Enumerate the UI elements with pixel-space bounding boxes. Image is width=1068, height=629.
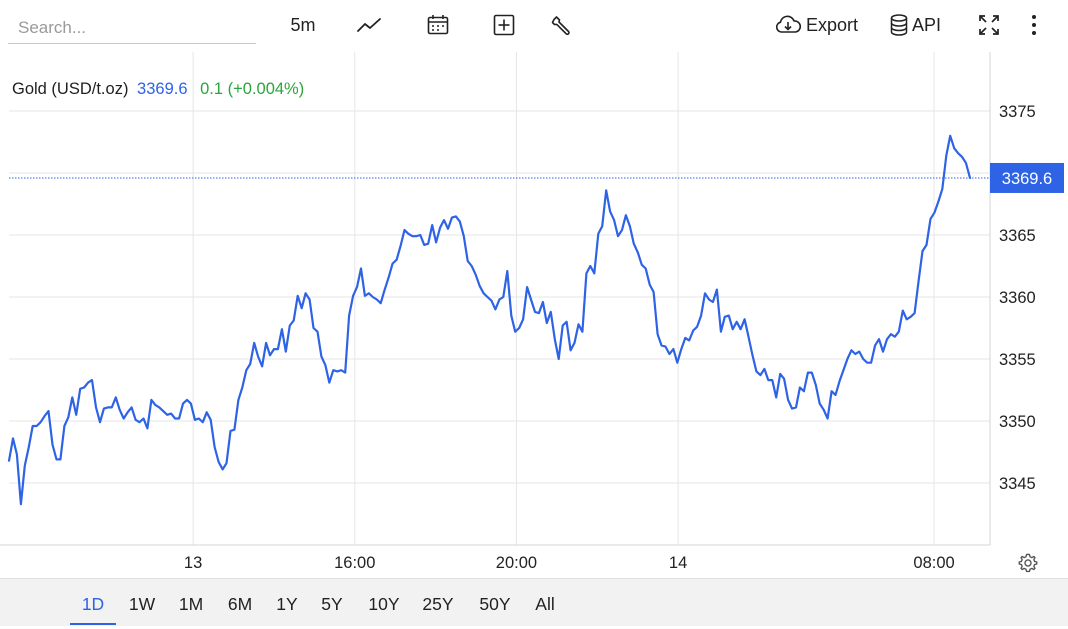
interval-label: 5m [290, 14, 316, 35]
interval-button[interactable]: 5m [283, 8, 323, 42]
range-selector: 1D 1W 1M 6M 1Y 5Y 10Y 25Y 50Y All [0, 578, 1068, 626]
gear-icon [1018, 553, 1038, 573]
y-tick-label: 3360 [999, 289, 1036, 307]
legend-change: 0.1 (+0.004%) [200, 80, 305, 98]
last-price-badge [990, 162, 1064, 193]
y-tick-label: 3355 [999, 351, 1036, 369]
chart-type-button[interactable] [352, 8, 386, 42]
fullscreen-icon [979, 15, 999, 35]
range-10y[interactable]: 10Y [368, 594, 400, 614]
line-chart-icon [357, 18, 381, 32]
api-button[interactable]: API [889, 8, 949, 42]
api-label: API [912, 14, 942, 35]
range-1y[interactable]: 1Y [276, 594, 298, 614]
export-button[interactable]: Export [774, 8, 866, 42]
range-5y[interactable]: 5Y [321, 594, 343, 614]
legend-symbol: Gold (USD/t.oz) [12, 80, 129, 98]
range-25y[interactable]: 25Y [422, 594, 454, 614]
chart-legend: Gold (USD/t.oz) 3369.6 0.1 (+0.004%) [12, 80, 304, 99]
range-1d[interactable]: 1D [70, 579, 116, 625]
chart-settings-button[interactable] [1017, 552, 1039, 574]
range-50y[interactable]: 50Y [479, 594, 511, 614]
range-1m[interactable]: 1M [178, 594, 204, 614]
date-range-button[interactable] [421, 8, 455, 42]
y-tick-label: 3375 [999, 103, 1036, 121]
price-chart-svg: 3345 3350 3355 3360 3365 3375 13 16:00 20:00 14 08… [0, 52, 1064, 572]
x-tick-label: 13 [184, 554, 202, 572]
search-input[interactable] [8, 12, 256, 44]
price-series-line [7, 134, 972, 506]
plus-square-icon [493, 14, 515, 36]
calendar-icon [427, 15, 449, 35]
y-tick-label: 3365 [999, 227, 1036, 245]
x-tick-label: 08:00 [913, 554, 954, 572]
y-tick-label: 3350 [999, 413, 1036, 431]
range-1w[interactable]: 1W [128, 594, 156, 614]
x-tick-label: 16:00 [334, 554, 375, 572]
price-chart[interactable]: 3345 3350 3355 3360 3365 3375 13 16:00 20:00 14 08… [0, 52, 1068, 578]
export-label: Export [806, 14, 859, 35]
y-tick-label: 3345 [999, 475, 1036, 493]
database-icon [890, 14, 908, 36]
toolbar: 5m Export API [0, 0, 1068, 52]
cloud-download-icon [775, 15, 802, 33]
legend-price: 3369.6 [137, 80, 188, 98]
range-all[interactable]: All [535, 594, 555, 614]
drawing-tools-button[interactable] [545, 8, 579, 42]
last-price-label: 3369.6 [1002, 170, 1052, 188]
more-menu-button[interactable] [1022, 8, 1046, 42]
add-indicator-button[interactable] [487, 8, 521, 42]
x-tick-label: 20:00 [496, 554, 537, 572]
fullscreen-button[interactable] [973, 8, 1005, 42]
x-tick-label: 14 [669, 554, 687, 572]
more-vertical-icon [1032, 15, 1036, 35]
range-6m[interactable]: 6M [227, 594, 253, 614]
wrench-icon [551, 16, 570, 36]
